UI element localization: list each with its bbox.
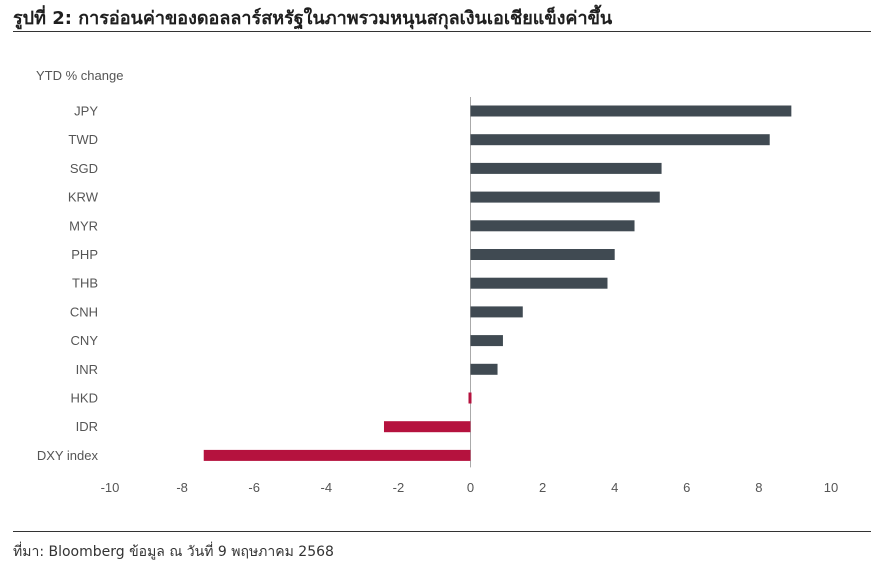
x-tick-label: -6 [248, 480, 260, 495]
x-tick-label: 6 [683, 480, 690, 495]
category-label: MYR [69, 218, 98, 233]
bar-twd [470, 134, 770, 146]
bar-krw [470, 191, 660, 203]
bar-chart: YTD % change JPY TWD SGD KRW MYR PHP THB CNH CNY… [36, 68, 839, 495]
top-divider [13, 31, 871, 32]
bottom-divider [13, 531, 871, 532]
x-tick-label: -8 [176, 480, 188, 495]
x-tick-label: 2 [539, 480, 546, 495]
bar-inr [470, 363, 498, 375]
category-label: SGD [70, 161, 98, 176]
category-label: INR [76, 362, 98, 377]
x-tick-label: -4 [321, 480, 333, 495]
x-tick-label: -10 [101, 480, 120, 495]
category-label: CNH [70, 304, 98, 319]
bar-thb [470, 277, 608, 289]
category-label: TWD [68, 132, 98, 147]
category-label: JPY [74, 104, 98, 119]
category-label: THB [72, 276, 98, 291]
bar-php [470, 249, 615, 260]
category-labels-group: JPY TWD SGD KRW MYR PHP THB CNH CNY INR HKD IDR DXY … [37, 104, 99, 463]
category-label: CNY [71, 333, 99, 348]
figure-title: รูปที่ 2: การอ่อนค่าของดอลลาร์สหรัฐในภาพ… [13, 8, 613, 29]
x-tick-label: 8 [755, 480, 762, 495]
category-label: HKD [71, 391, 98, 406]
bar-hkd [468, 392, 472, 404]
category-label: DXY index [37, 448, 99, 463]
source-note: ที่มา: Bloomberg ข้อมูล ณ วันที่ 9 พฤษภา… [13, 544, 334, 560]
x-tick-label: 0 [467, 480, 474, 495]
category-label: IDR [76, 419, 98, 434]
x-tick-labels-group: -10 -8 -6 -4 -2 0 2 4 6 8 10 [101, 480, 839, 495]
x-tick-label: 10 [824, 480, 838, 495]
bar-dxy-index [203, 449, 471, 461]
bar-sgd [470, 162, 662, 174]
y-axis-label: YTD % change [36, 68, 123, 83]
category-label: KRW [68, 190, 99, 205]
bar-idr [383, 421, 471, 433]
category-label: PHP [71, 247, 98, 262]
bar-jpy [470, 105, 792, 117]
x-tick-label: 4 [611, 480, 618, 495]
bar-myr [470, 220, 635, 232]
bars-group [203, 105, 792, 461]
bar-cnh [470, 306, 523, 318]
x-tick-label: -2 [393, 480, 405, 495]
bar-cny [470, 335, 503, 347]
